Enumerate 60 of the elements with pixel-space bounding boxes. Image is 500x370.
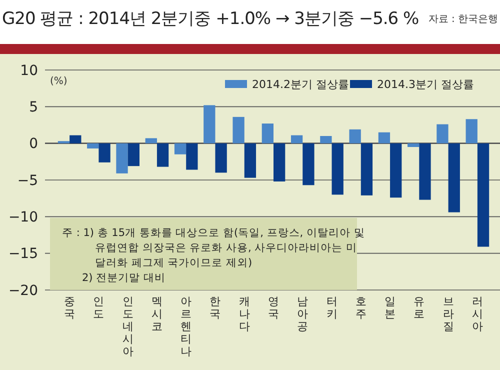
x-tick-label: 브라질	[442, 295, 454, 333]
bar	[408, 143, 420, 147]
bar	[448, 143, 460, 212]
annotation: 달러화 페그제 국가이므로 제외)	[95, 257, 252, 269]
bar	[186, 143, 198, 170]
bar	[174, 143, 186, 154]
x-tick-label: 중국	[64, 295, 76, 320]
x-tick-label: 터키	[326, 295, 338, 320]
x-tick-label: 아르헨티나	[180, 295, 192, 358]
bar	[302, 143, 314, 186]
bar	[232, 116, 244, 144]
legend-label: 2014.2분기 절상률	[252, 78, 349, 91]
x-tick-label: 일본	[384, 295, 396, 320]
bar	[128, 143, 140, 166]
bar	[87, 143, 99, 148]
bar	[116, 143, 128, 174]
bar	[262, 124, 274, 144]
bar	[349, 129, 361, 144]
x-tick-label: 러시아	[472, 295, 483, 333]
x-tick-label: 남아공	[297, 295, 308, 333]
y-axis-title: (%)	[50, 76, 68, 87]
text: 자료 : 한국은행	[428, 14, 498, 25]
chart-title: G20 평균 : 2014년 2분기중 +1.0% → 3분기중 −5.6 %	[2, 9, 420, 29]
bar	[378, 132, 390, 144]
bar	[436, 124, 448, 144]
y-tick-label: 0	[29, 136, 38, 152]
x-tick-label: 유로	[414, 295, 425, 320]
bar	[215, 143, 227, 173]
bar	[466, 119, 478, 144]
y-tick-label: 10	[20, 62, 38, 79]
annotation: 유럽연합 의장국은 유로화 사용, 사우디아라비아는 미	[95, 242, 358, 254]
y-tick-label: −20	[8, 282, 38, 299]
bar	[204, 105, 216, 144]
y-tick-label: 5	[29, 100, 38, 116]
legend-label: 2014.3분기 절상률	[377, 78, 474, 91]
x-tick-label: 인도네시아	[122, 295, 134, 358]
x-tick-label: 영국	[268, 295, 279, 320]
x-tick-label: 멕시코	[151, 295, 162, 333]
bar	[156, 143, 169, 167]
annotation: 2) 전분기말 대비	[82, 272, 166, 284]
bar	[98, 143, 110, 162]
bar	[360, 143, 373, 196]
bar	[244, 143, 256, 178]
bar	[145, 138, 157, 144]
bar	[320, 136, 332, 144]
annotation: 주 : 1) 총 15개 통화를 대상으로 함(독일, 프랑스, 이탈리아 및	[62, 227, 365, 239]
bar	[332, 143, 344, 195]
x-tick-label: 한국	[210, 295, 221, 320]
y-tick-label: −5	[17, 172, 38, 189]
y-tick-label: −10	[8, 210, 38, 226]
x-tick-label: 인도	[93, 295, 104, 320]
bar	[390, 143, 402, 198]
y-tick-label: −15	[8, 246, 38, 262]
x-tick-label: 호주	[355, 295, 366, 320]
x-tick-label: 캐나다	[238, 295, 250, 333]
bar	[477, 143, 490, 247]
bar	[419, 143, 431, 200]
bar	[274, 143, 286, 182]
bar	[290, 135, 303, 144]
bar	[70, 135, 82, 144]
